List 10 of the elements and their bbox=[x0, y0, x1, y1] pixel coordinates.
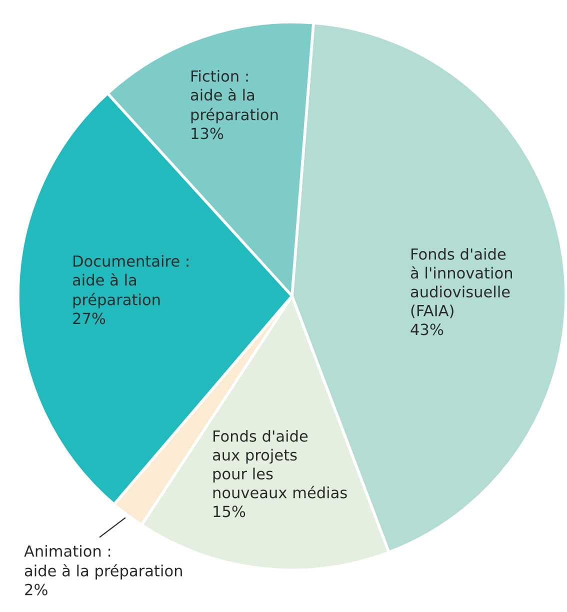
data-label: 13% bbox=[192, 128, 224, 140]
data-label: 2% bbox=[25, 584, 48, 596]
slice-label: Fiction : aide à la préparation bbox=[190, 70, 278, 124]
slice-label: Fonds d'aide aux projets pour les nouveaux médias bbox=[212, 430, 347, 498]
slice-label: Fonds d'aide à l'innovation audiovisuelle (FAIA) bbox=[410, 248, 512, 318]
data-label: 27% bbox=[73, 312, 106, 324]
slice-label: Animation : aide à la préparation bbox=[24, 545, 182, 580]
slice-label: Documentaire : aide à la préparation bbox=[72, 255, 188, 308]
data-label: 15% bbox=[214, 506, 246, 518]
data-label: 43% bbox=[410, 324, 444, 336]
